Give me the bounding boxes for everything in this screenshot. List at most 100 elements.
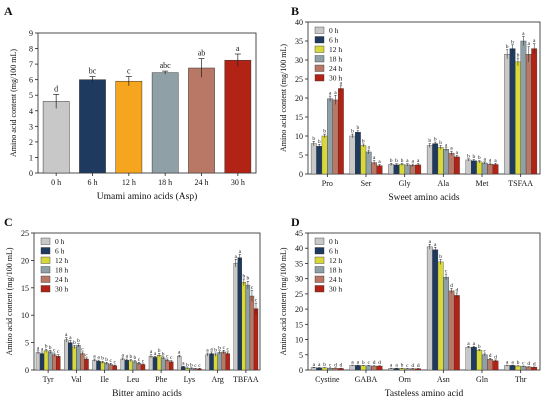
- significance-letter: b: [49, 345, 52, 351]
- panel-b: B 0 5 10 15 20 25 30 35 40 Amino acid content (mg/…: [279, 4, 541, 203]
- significance-letter: b: [134, 355, 137, 361]
- significance-letter: a: [367, 145, 370, 151]
- significance-letter: a: [41, 346, 44, 352]
- bar: [360, 365, 367, 371]
- bar: [64, 339, 69, 371]
- x-tick-label: Arg: [211, 375, 223, 384]
- y-tick-label: 5: [25, 339, 29, 348]
- bar: [245, 284, 251, 371]
- significance-letter: c: [109, 358, 112, 364]
- y-tick-label: 10: [295, 336, 303, 345]
- significance-letter: b: [351, 129, 354, 135]
- bar: [404, 164, 411, 175]
- significance-letter: b: [401, 363, 404, 369]
- significance-letter: a: [97, 355, 100, 361]
- x-axis-label: Umami amino acids (Asp): [97, 191, 198, 202]
- legend-label: 24 h: [329, 275, 342, 284]
- bar: [51, 354, 57, 371]
- y-tick-label: 5: [299, 351, 303, 360]
- significance-letter: c: [127, 67, 131, 76]
- bar: [504, 365, 511, 371]
- bar: [476, 350, 483, 371]
- y-tick-label: 0: [299, 170, 303, 179]
- significance-letter: a: [467, 341, 470, 347]
- bar: [56, 356, 61, 371]
- significance-letter: a: [373, 155, 376, 161]
- significance-letter: c: [483, 348, 486, 354]
- y-tick-label: 30: [295, 275, 303, 284]
- bar: [349, 135, 356, 175]
- bar: [515, 61, 521, 175]
- bar: [39, 353, 45, 371]
- bar: [96, 361, 101, 371]
- legend-label: 0 h: [329, 237, 339, 246]
- bar: [448, 290, 455, 371]
- bar: [337, 88, 344, 175]
- significance-letter: a: [122, 352, 125, 358]
- significance-letter: c: [170, 355, 173, 361]
- y-tick-label: 2: [29, 138, 33, 147]
- x-tick-label: 18 h: [158, 178, 172, 187]
- significance-letter: a: [395, 363, 398, 369]
- significance-letter: b: [318, 139, 321, 145]
- significance-letter: b: [214, 348, 217, 354]
- legend-swatch: [314, 36, 325, 44]
- bar: [520, 366, 527, 371]
- significance-letter: a: [378, 159, 381, 165]
- bar: [42, 101, 70, 174]
- legend-swatch: [314, 74, 325, 82]
- bar: [426, 145, 433, 175]
- bar: [76, 345, 81, 371]
- significance-letter: c: [53, 348, 56, 354]
- significance-letter: a: [351, 360, 354, 366]
- panel-label: B: [291, 4, 299, 18]
- y-tick-label: 4: [29, 107, 33, 116]
- bar: [68, 342, 73, 371]
- significance-letter: b: [395, 158, 398, 164]
- bar: [492, 164, 499, 175]
- x-tick-label: TBFAA: [233, 375, 259, 384]
- significance-letter: c: [222, 345, 225, 351]
- significance-letter: a: [206, 348, 209, 354]
- significance-letter: c: [522, 361, 525, 367]
- significance-letter: a: [210, 346, 213, 352]
- bar: [432, 143, 439, 175]
- bar: [492, 360, 499, 371]
- significance-letter: a: [450, 146, 453, 152]
- significance-letter: b: [511, 39, 514, 45]
- bar: [115, 80, 143, 174]
- y-tick-label: 1: [29, 153, 33, 162]
- y-tick-label: 20: [21, 256, 29, 265]
- legend-swatch: [314, 285, 325, 293]
- bar: [221, 351, 226, 371]
- significance-letter: a: [528, 41, 531, 47]
- significance-letter: a: [182, 361, 185, 367]
- bar: [79, 79, 106, 174]
- significance-letter: b: [478, 155, 481, 161]
- significance-letter: a: [357, 360, 360, 366]
- bar: [156, 355, 162, 371]
- significance-letter: c: [329, 362, 332, 368]
- bar: [365, 151, 372, 175]
- bar: [327, 98, 333, 175]
- significance-letter: a: [236, 44, 240, 53]
- significance-letter: a: [429, 239, 432, 245]
- bar: [504, 54, 511, 175]
- significance-letter: a: [483, 156, 486, 162]
- bar: [112, 365, 117, 371]
- significance-letter: c: [166, 354, 169, 360]
- legend-swatch: [314, 64, 325, 72]
- bar: [43, 350, 49, 371]
- bar: [448, 152, 455, 175]
- significance-letter: a: [69, 335, 72, 341]
- bar: [481, 162, 488, 175]
- significance-letter: b: [439, 254, 442, 260]
- significance-letter: b: [190, 362, 193, 368]
- bar: [84, 358, 89, 371]
- x-tick-label: Thr: [515, 375, 527, 384]
- y-tick-label: 5: [29, 91, 33, 100]
- significance-letter: c: [445, 269, 448, 275]
- y-tick-label: 15: [21, 284, 29, 293]
- legend-swatch: [314, 45, 325, 53]
